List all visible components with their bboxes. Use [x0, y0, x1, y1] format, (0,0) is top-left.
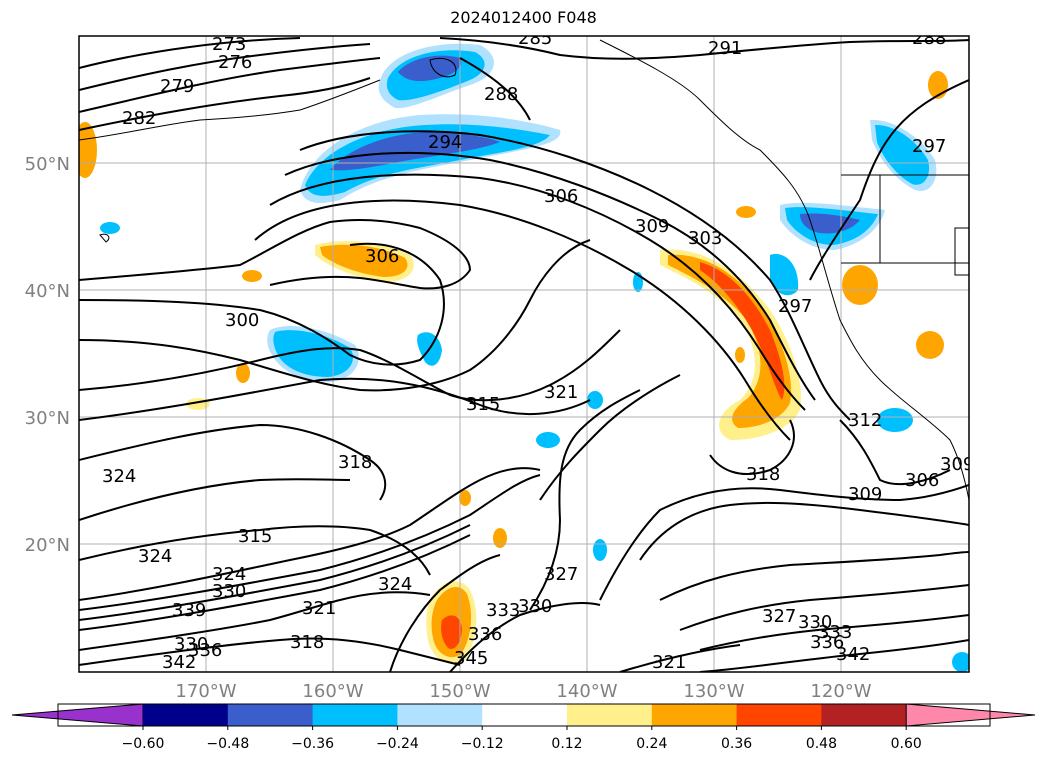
lon-label-120w: 120°W — [810, 681, 871, 702]
colorbar-tick-label: 0.24 — [636, 736, 667, 752]
contour-label-309: 309 — [635, 216, 669, 237]
contour-label-315b: 315 — [238, 526, 272, 547]
colorbar-segment — [736, 704, 822, 726]
contour-label-288: 288 — [912, 28, 946, 49]
contour-label-342b: 342 — [836, 644, 870, 665]
contour-label-318b: 318 — [746, 464, 780, 485]
contour-label-327b: 327 — [762, 606, 796, 627]
contour-label-342: 342 — [162, 652, 196, 673]
contour-label-279: 279 — [160, 76, 194, 97]
contour-label-336: 336 — [188, 640, 222, 661]
colorbar-tick-label: −0.12 — [461, 736, 504, 752]
lon-label-160w: 160°W — [302, 681, 363, 702]
contour-label-327: 327 — [544, 564, 578, 585]
colorbar-tick-label: 0.60 — [891, 736, 922, 752]
contour-label-282: 282 — [122, 108, 156, 129]
colorbar: −0.60 −0.48 −0.36 −0.24 −0.12 0.12 0.24 0.36 0.4… — [11, 703, 1036, 752]
lat-label-40n: 40°N — [25, 281, 70, 302]
lon-label-170w: 170°W — [175, 681, 236, 702]
lon-label-130w: 130°W — [683, 681, 744, 702]
colorbar-segment — [312, 704, 398, 726]
anomaly-shading — [79, 43, 969, 672]
contour-label-330d: 330 — [798, 612, 832, 633]
colorbar-tick-label: −0.60 — [122, 736, 165, 752]
contour-label-306b: 306 — [365, 246, 399, 267]
colorbar-extend-min — [11, 703, 144, 727]
contour-label-288b: 288 — [484, 84, 518, 105]
contour-label-324: 324 — [102, 466, 136, 487]
colorbar-segment — [651, 704, 738, 726]
contour-label-330c: 330 — [518, 596, 552, 617]
contour-label-336b: 336 — [468, 624, 502, 645]
colorbar-tick-label: −0.36 — [291, 736, 334, 752]
contour-label-312: 312 — [848, 410, 882, 431]
chart-title: 2024012400 F048 — [450, 8, 597, 27]
contour-lines — [79, 37, 969, 672]
contour-label-336c: 336 — [810, 632, 844, 653]
contour-label-300: 300 — [225, 310, 259, 331]
contour-label-306: 306 — [544, 186, 578, 207]
contour-label-333: 333 — [486, 600, 520, 621]
contour-label-group: 273 276 279 282 285 288 291 288 294 297 … — [102, 28, 974, 673]
contour-label-318: 318 — [338, 452, 372, 473]
contour-label-315: 315 — [466, 394, 500, 415]
contour-label-318c: 318 — [290, 632, 324, 653]
contour-label-273: 273 — [212, 34, 246, 55]
colorbar-tick-label: 0.36 — [721, 736, 752, 752]
contour-label-324d: 324 — [378, 574, 412, 595]
colorbar-segment — [227, 704, 314, 726]
colorbar-tick-label: 0.12 — [551, 736, 582, 752]
colorbar-tick-label: −0.24 — [376, 736, 419, 752]
contour-label-306c: 306 — [905, 470, 939, 491]
contour-label-285: 285 — [518, 28, 552, 49]
contour-label-294: 294 — [428, 132, 462, 153]
contour-label-330: 330 — [212, 581, 246, 602]
colorbar-segment — [567, 704, 653, 726]
graticule — [79, 36, 969, 672]
contour-label-321: 321 — [544, 382, 578, 403]
contour-label-309b: 309 — [848, 484, 882, 505]
map-frame — [78, 35, 970, 673]
contour-label-321b: 321 — [302, 598, 336, 619]
contour-label-324c: 324 — [212, 564, 246, 585]
contour-label-330b: 330 — [174, 634, 208, 655]
contour-label-309c: 309 — [940, 454, 974, 475]
lat-label-30n: 30°N — [25, 408, 70, 429]
contour-label-333b: 333 — [818, 622, 852, 643]
minor-contours — [99, 57, 457, 243]
latitude-labels: 50°N 40°N 30°N 20°N — [25, 154, 70, 556]
contour-label-276: 276 — [218, 52, 252, 73]
coastlines — [79, 39, 969, 501]
lon-label-140w: 140°W — [556, 681, 617, 702]
contour-label-297: 297 — [912, 136, 946, 157]
lon-label-150w: 150°W — [429, 681, 490, 702]
colorbar-extend-max — [905, 703, 1036, 727]
colorbar-segment — [482, 704, 568, 726]
colorbar-outline — [57, 703, 991, 727]
contour-label-297b: 297 — [778, 296, 812, 317]
lat-label-20n: 20°N — [25, 535, 70, 556]
contour-label-339: 339 — [172, 600, 206, 621]
longitude-labels: 170°W 160°W 150°W 140°W 130°W 120°W — [175, 681, 871, 702]
contour-label-291: 291 — [708, 38, 742, 59]
colorbar-segment — [821, 704, 907, 726]
contour-label-303: 303 — [688, 228, 722, 249]
lat-label-50n: 50°N — [25, 154, 70, 175]
contour-label-345: 345 — [454, 648, 488, 669]
contour-label-321c: 321 — [652, 652, 686, 673]
colorbar-segment — [397, 704, 483, 726]
colorbar-tick-label: −0.48 — [206, 736, 249, 752]
contour-label-324b: 324 — [138, 546, 172, 567]
colorbar-tick-label: 0.48 — [806, 736, 837, 752]
colorbar-segment — [143, 704, 229, 726]
